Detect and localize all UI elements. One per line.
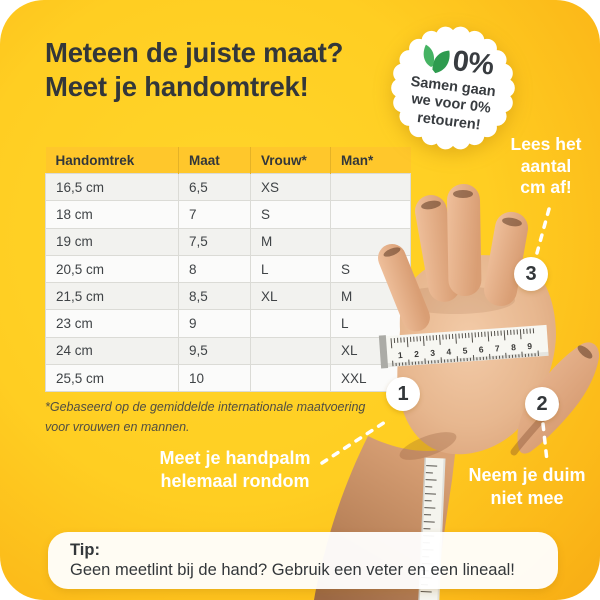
table-cell: L [250,254,331,284]
title-line-1: Meteen de juiste maat? [45,37,344,68]
column-header: Handomtrek [45,147,179,174]
badge-content: 0% Samen gaan we voor 0% retouren! [375,10,531,166]
step2-line: niet mee [490,488,564,508]
table-cell [330,200,411,229]
table-cell: 8 [178,254,251,284]
table-cell: 6,5 [178,172,251,202]
table-row: 24 cm 9,5 XL [45,336,411,366]
step3-marker: 3 [514,257,548,291]
step3-line: cm af! [520,177,572,197]
table-cell: M [250,227,331,256]
table-cell [330,172,411,202]
table-row: 16,5 cm 6,5 XS [45,172,411,202]
step1-line: helemaal rondom [160,471,310,491]
column-header: Maat [178,147,251,174]
table-cell: M [330,282,411,311]
column-header: Man* [330,147,411,174]
table-cell: L [330,309,411,338]
step1-line: Meet je handpalm [159,448,311,468]
table-cell: 23 cm [45,309,179,338]
step1-marker: 1 [386,377,420,411]
table-cell: 21,5 cm [45,282,179,311]
table-cell: 20,5 cm [45,254,179,284]
step2-line: Neem je duim [468,465,586,485]
table-cell: XL [250,282,331,311]
step3-line: Lees het [510,134,582,154]
tip-box: Tip: Geen meetlint bij de hand? Gebruik … [48,532,558,589]
table-cell [250,309,331,338]
badge-percent: 0% [450,44,496,82]
table-cell: 16,5 cm [45,172,179,202]
table-row: 19 cm 7,5 M [45,227,411,256]
seal-scallop-shape [391,26,515,150]
table-row: 20,5 cm 8 L S [45,254,411,284]
table-cell: 25,5 cm [45,364,179,393]
tip-title: Tip: [70,541,100,559]
zero-returns-badge: 0% Samen gaan we voor 0% retouren! [383,18,523,158]
table-cell: 19 cm [45,227,179,256]
size-table-header: Handomtrek Maat Vrouw* Man* [45,147,411,174]
table-cell [330,227,411,256]
leaf-icon [423,44,450,74]
footnote-line-2: voor vrouwen en mannen. [45,419,190,434]
table-cell: 8,5 [178,282,251,311]
table-cell: 9,5 [178,336,251,366]
step2-label: Neem je duim niet mee [441,464,600,510]
column-header: Vrouw* [250,147,331,174]
step1-label: Meet je handpalm helemaal rondom [140,447,330,493]
step3-label: Lees het aantal cm af! [480,134,600,199]
table-row: 23 cm 9 L [45,309,411,338]
table-cell: 9 [178,309,251,338]
table-cell [250,336,331,366]
table-cell [250,364,331,393]
size-table: Handomtrek Maat Vrouw* Man* 16,5 cm 6,5 XS 18 … [45,147,411,393]
footnote-line-1: *Gebaseerd op de gemiddelde internationa… [45,400,366,414]
step2-marker: 2 [525,387,559,421]
step3-line: aantal [520,155,572,176]
table-row: 25,5 cm 10 XXL [45,364,411,393]
table-row: 21,5 cm 8,5 XL M [45,282,411,311]
table-cell: XL [330,336,411,366]
table-cell: XS [250,172,331,202]
table-cell: 24 cm [45,336,179,366]
size-table-body: 16,5 cm 6,5 XS 18 cm 7 S 19 cm 7,5 M 20,5 cm 8 L S 21… [45,172,411,393]
tip-text: Geen meetlint bij de hand? Gebruik een v… [70,561,515,579]
table-row: 18 cm 7 S [45,200,411,229]
table-cell: S [250,200,331,229]
table-footnote: *Gebaseerd op de gemiddelde internationa… [45,398,365,437]
title-line-2: Meet je handomtrek! [45,71,309,102]
table-cell: 18 cm [45,200,179,229]
table-cell: 7 [178,200,251,229]
table-cell: 7,5 [178,227,251,256]
table-cell: S [330,254,411,284]
table-cell: 10 [178,364,251,393]
page-title: Meteen de juiste maat? Meet je handomtre… [45,36,343,104]
